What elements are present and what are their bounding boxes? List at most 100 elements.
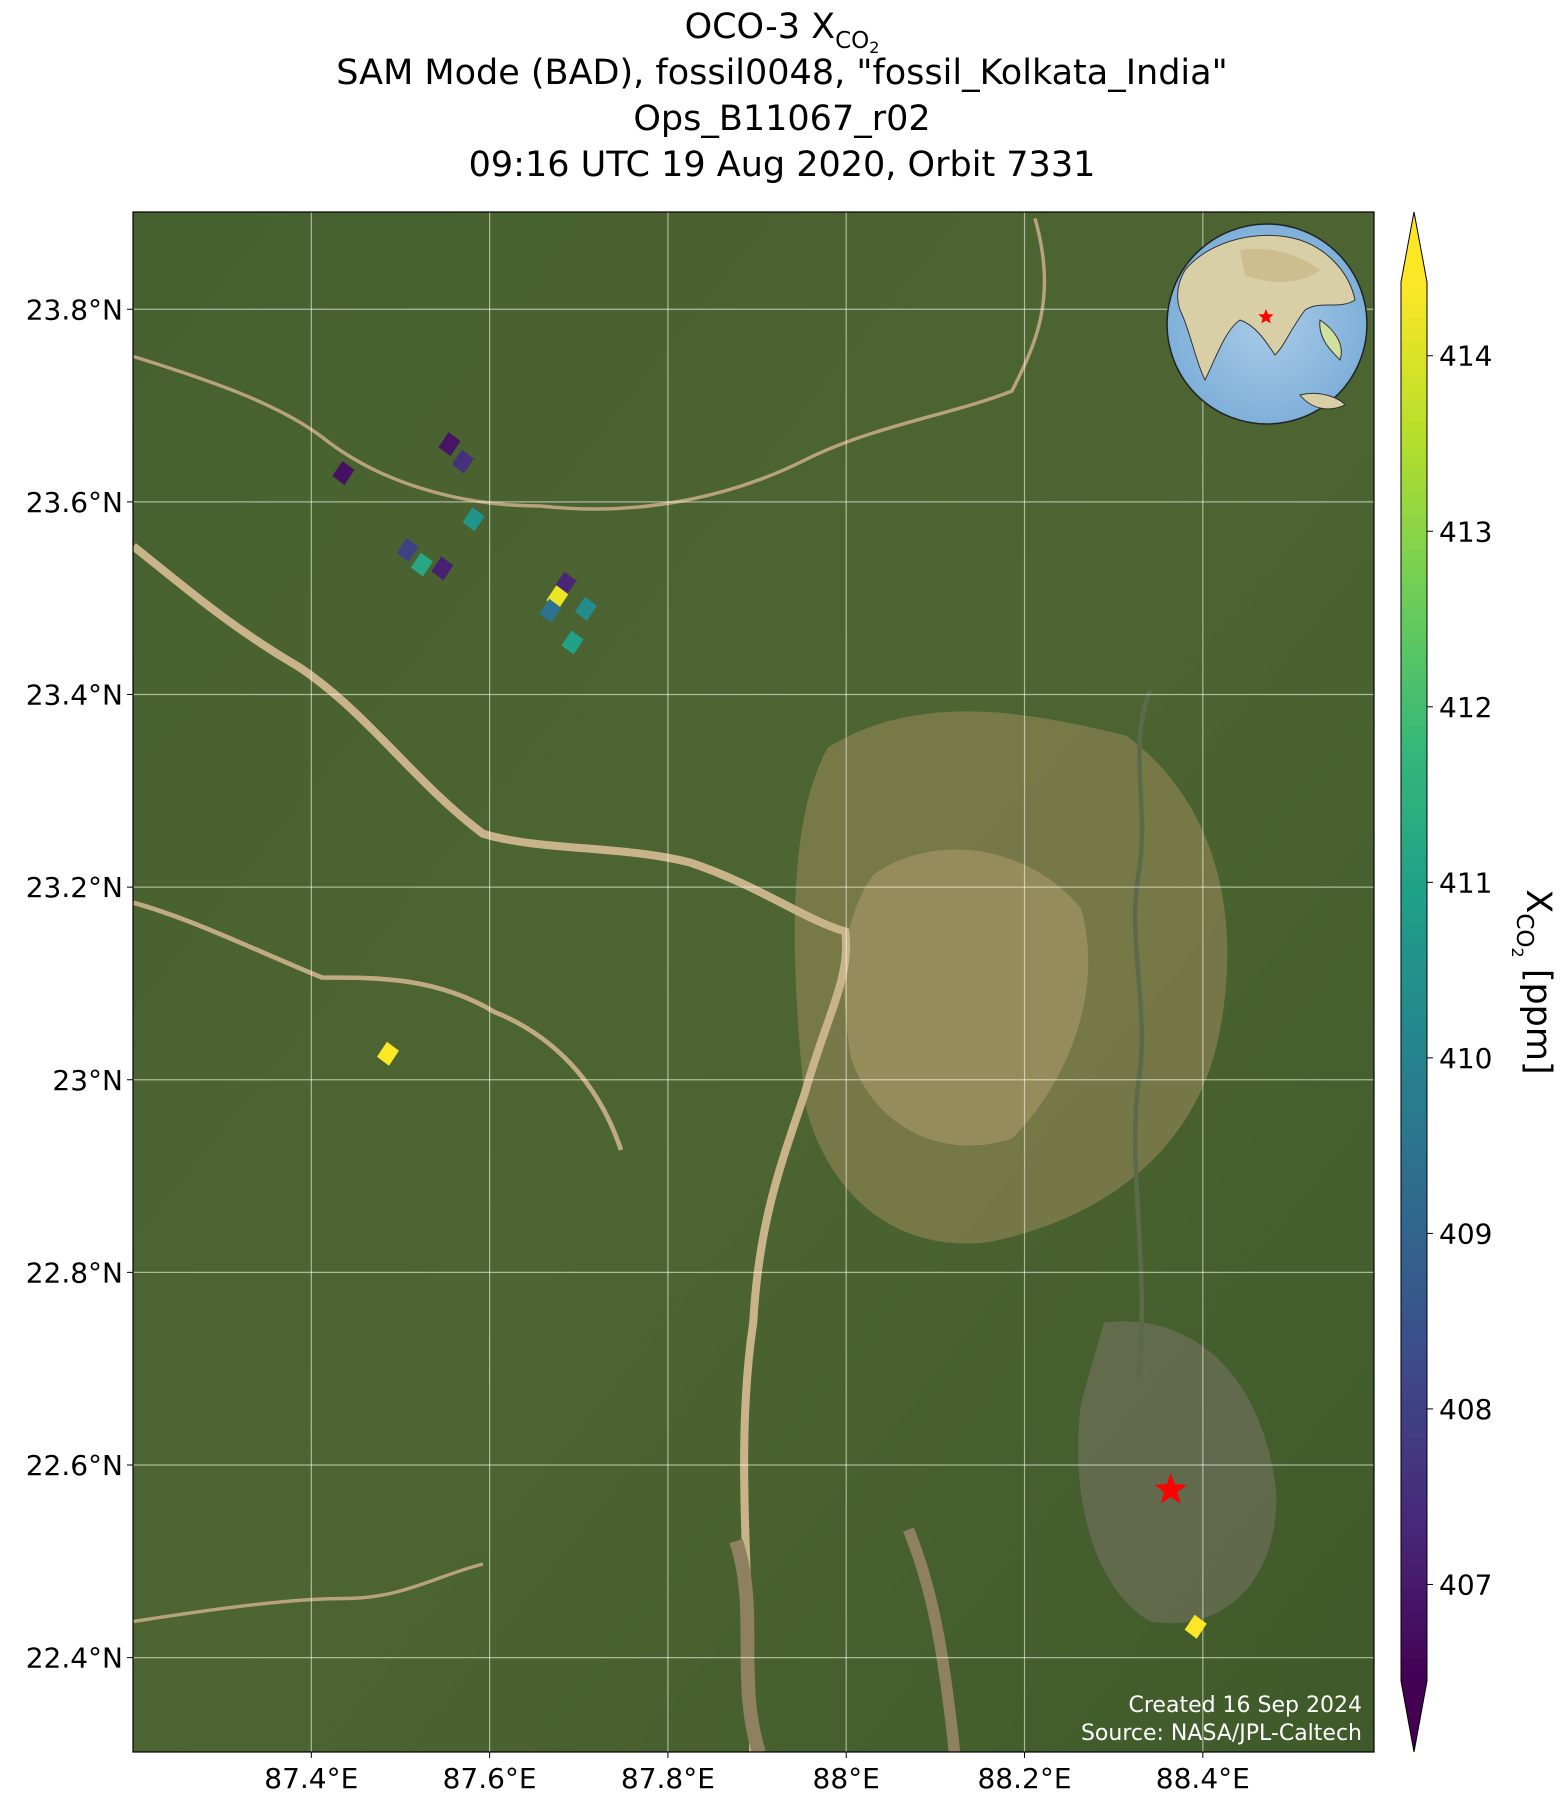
colorbar-segment bbox=[1401, 1541, 1427, 1554]
colorbar-segment bbox=[1401, 829, 1427, 843]
x-tick-label: 87.4°E bbox=[264, 1762, 358, 1795]
colorbar-segment bbox=[1401, 794, 1427, 808]
colorbar-segment bbox=[1401, 864, 1427, 878]
colorbar-segment bbox=[1401, 515, 1427, 528]
colorbar-segment bbox=[1401, 468, 1427, 481]
colorbar-segment bbox=[1401, 503, 1427, 516]
subtitle-line: SAM Mode (BAD), fossil0048, "fossil_Kolk… bbox=[336, 53, 1227, 93]
y-tick-label: 23.4°N bbox=[26, 679, 123, 712]
colorbar-segment bbox=[1401, 1366, 1427, 1379]
colorbar-segment bbox=[1401, 608, 1427, 621]
colorbar-segment bbox=[1401, 1669, 1427, 1682]
colorbar-segment bbox=[1401, 1039, 1427, 1053]
colorbar: 407 408 409 410 411 412 413 414 bbox=[1400, 211, 1492, 1753]
target-star bbox=[1154, 1473, 1187, 1504]
footprint bbox=[1184, 1614, 1207, 1639]
subtitle: SAM Mode (BAD), fossil0048, "fossil_Kolk… bbox=[336, 53, 1227, 185]
map-imagery: Created 16 Sep 2024 Source: NASA/JPL-Calt… bbox=[133, 212, 1374, 1752]
title-text: OCO-3 X bbox=[685, 7, 836, 47]
colorbar-extend-top bbox=[1401, 212, 1427, 282]
title-subscript: 2 bbox=[869, 38, 879, 57]
colorbar-segment bbox=[1401, 316, 1427, 330]
title-subscript: CO bbox=[835, 28, 869, 54]
footprint bbox=[539, 598, 562, 623]
colorbar-segment bbox=[1401, 806, 1427, 819]
colorbar-segment bbox=[1401, 1494, 1427, 1507]
colorbar-segment bbox=[1401, 713, 1427, 726]
colorbar-segment bbox=[1401, 561, 1427, 575]
footprints bbox=[332, 432, 1207, 1639]
colorbar-segment bbox=[1401, 1342, 1427, 1356]
colorbar-segment bbox=[1401, 1144, 1427, 1157]
colorbar-segment bbox=[1401, 1051, 1427, 1064]
footprint bbox=[410, 552, 433, 577]
y-tick-label: 22.4°N bbox=[26, 1642, 123, 1675]
axes: 87.4°E 87.6°E 87.8°E 88°E 88.2°E 88.4°E 22.4°N… bbox=[26, 293, 1250, 1795]
colorbar-segment bbox=[1401, 1307, 1427, 1321]
colorbar-segment bbox=[1401, 1028, 1427, 1041]
grid bbox=[133, 212, 1374, 1752]
y-tick-label: 22.8°N bbox=[26, 1256, 123, 1289]
colorbar-segment bbox=[1401, 480, 1427, 493]
colorbar-segment bbox=[1401, 981, 1427, 994]
colorbar-segment bbox=[1401, 1424, 1427, 1437]
footprint bbox=[561, 630, 584, 655]
colorbar-segment bbox=[1401, 282, 1427, 295]
colorbar-segment bbox=[1401, 701, 1427, 714]
colorbar-segment bbox=[1401, 1237, 1427, 1251]
y-tick-label: 23.2°N bbox=[26, 871, 123, 904]
footprint bbox=[462, 507, 485, 532]
colorbar-segment bbox=[1401, 923, 1427, 936]
colorbar-segment bbox=[1401, 1354, 1427, 1367]
y-tick-label: 23.8°N bbox=[26, 293, 123, 326]
colorbar-segment bbox=[1401, 1377, 1427, 1391]
colorbar-segment bbox=[1401, 1133, 1427, 1146]
colorbar-segment bbox=[1401, 1086, 1427, 1099]
map-frame bbox=[132, 211, 1375, 1753]
x-tick-label: 88.2°E bbox=[977, 1762, 1071, 1795]
colorbar-segment bbox=[1401, 678, 1427, 691]
colorbar-segment bbox=[1401, 1203, 1427, 1216]
colorbar-segment bbox=[1401, 620, 1427, 633]
colorbar-segment bbox=[1401, 958, 1427, 971]
colorbar-segment bbox=[1401, 1447, 1427, 1461]
colorbar-segment bbox=[1401, 1576, 1427, 1589]
colorbar-tick-label: 412 bbox=[1439, 691, 1492, 724]
title: OCO-3 XCO2 bbox=[685, 7, 880, 57]
colorbar-extend-bottom bbox=[1401, 1681, 1427, 1752]
colorbar-segment bbox=[1401, 456, 1427, 470]
colorbar-segment bbox=[1401, 1459, 1427, 1472]
colorbar-tick-label: 411 bbox=[1439, 866, 1492, 899]
colorbar-segment bbox=[1401, 1214, 1427, 1227]
colorbar-segment bbox=[1401, 818, 1427, 831]
subtitle-line: 09:16 UTC 19 Aug 2020, Orbit 7331 bbox=[469, 145, 1096, 185]
colorbar-segment bbox=[1401, 386, 1427, 400]
colorbar-label: XCO2 [ppm] bbox=[1508, 889, 1558, 1074]
colorbar-segment bbox=[1401, 1331, 1427, 1344]
colorbar-segment bbox=[1401, 1506, 1427, 1519]
colorbar-segment bbox=[1401, 1284, 1427, 1297]
colorbar-segment bbox=[1401, 1517, 1427, 1531]
colorbar-segment bbox=[1401, 1191, 1427, 1204]
colorbar-segment bbox=[1401, 1611, 1427, 1624]
x-tick-label: 88.4°E bbox=[1156, 1762, 1250, 1795]
colorbar-frame bbox=[1400, 211, 1428, 1753]
colorbar-segment bbox=[1401, 853, 1427, 866]
colorbar-segment bbox=[1401, 585, 1427, 598]
colorbar-segment bbox=[1401, 643, 1427, 656]
colorbar-segment bbox=[1401, 899, 1427, 913]
colorbar-segment bbox=[1401, 1121, 1427, 1134]
colorbar-segment bbox=[1401, 305, 1427, 318]
colorbar-segment bbox=[1401, 1389, 1427, 1402]
colorbar-segment bbox=[1401, 1156, 1427, 1169]
colorbar-segment bbox=[1401, 1529, 1427, 1542]
colorbar-tick-label: 410 bbox=[1439, 1042, 1492, 1075]
colorbar-segment bbox=[1401, 993, 1427, 1006]
colorbar-segment bbox=[1401, 1016, 1427, 1029]
colorbar-segment bbox=[1401, 759, 1427, 773]
colorbar-segment bbox=[1401, 526, 1427, 540]
colorbar-segment bbox=[1401, 328, 1427, 341]
y-tick-label: 23.6°N bbox=[26, 486, 123, 519]
